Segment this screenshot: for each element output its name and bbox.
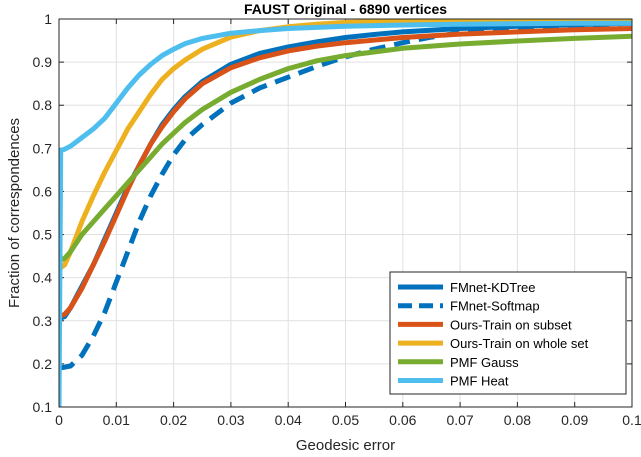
- series-lines: [59, 19, 632, 407]
- plot-frame: [58, 18, 633, 408]
- x-tick-label: 0.05: [332, 412, 359, 428]
- y-axis-label: Fraction of correspondences: [6, 118, 23, 308]
- x-tick-label: 0.03: [217, 412, 244, 428]
- legend: FMnet-KDTree FMnet-Softmap Ours-Train on s…: [389, 271, 627, 395]
- y-tick-label: 0.7: [33, 140, 53, 156]
- series-line-ours-train-on-whole-set: [59, 19, 632, 271]
- legend-box: [389, 271, 627, 395]
- series-line-pmf-heat: [59, 20, 632, 407]
- x-tick-label: 0.04: [275, 412, 302, 428]
- tick-labels: 0 0.01 0.02 0.03 0.04 0.05 0.06 0.07 0.08 0.09 0.1…: [33, 11, 641, 428]
- y-tick-label: 0.1: [33, 399, 53, 415]
- y-tick-label: 0.8: [33, 97, 53, 113]
- y-tick-label: 0.9: [33, 54, 53, 70]
- x-tick-label: 0.02: [160, 412, 187, 428]
- legend-label: Ours-Train on whole set: [450, 336, 589, 351]
- x-tick-label: 0.1: [622, 412, 641, 428]
- series-line-pmf-gauss: [59, 33, 632, 263]
- x-tick-label: 0.09: [561, 412, 588, 428]
- y-tick-label: 0.3: [33, 313, 53, 329]
- x-tick-label: 0.08: [504, 412, 531, 428]
- chart-title: FAUST Original - 6890 vertices: [244, 1, 447, 17]
- y-tick-label: 1: [44, 11, 52, 27]
- y-tick-label: 0.4: [33, 270, 53, 286]
- x-tick-label: 0: [55, 412, 63, 428]
- y-tick-label: 0.2: [33, 356, 53, 372]
- legend-label: PMF Heat: [450, 374, 509, 389]
- legend-label: PMF Gauss: [450, 355, 519, 370]
- legend-label: FMnet-KDTree: [450, 280, 535, 295]
- legend-label: Ours-Train on subset: [450, 317, 572, 332]
- y-tick-label: 0.5: [33, 227, 53, 243]
- x-axis-label: Geodesic error: [296, 437, 395, 454]
- x-tick-label: 0.06: [389, 412, 416, 428]
- x-tick-label: 0.07: [446, 412, 473, 428]
- y-tick-label: 0.6: [33, 183, 53, 199]
- legend-label: FMnet-Softmap: [450, 299, 540, 314]
- x-tick-label: 0.01: [103, 412, 130, 428]
- series-line-ours-train-on-subset: [59, 26, 632, 319]
